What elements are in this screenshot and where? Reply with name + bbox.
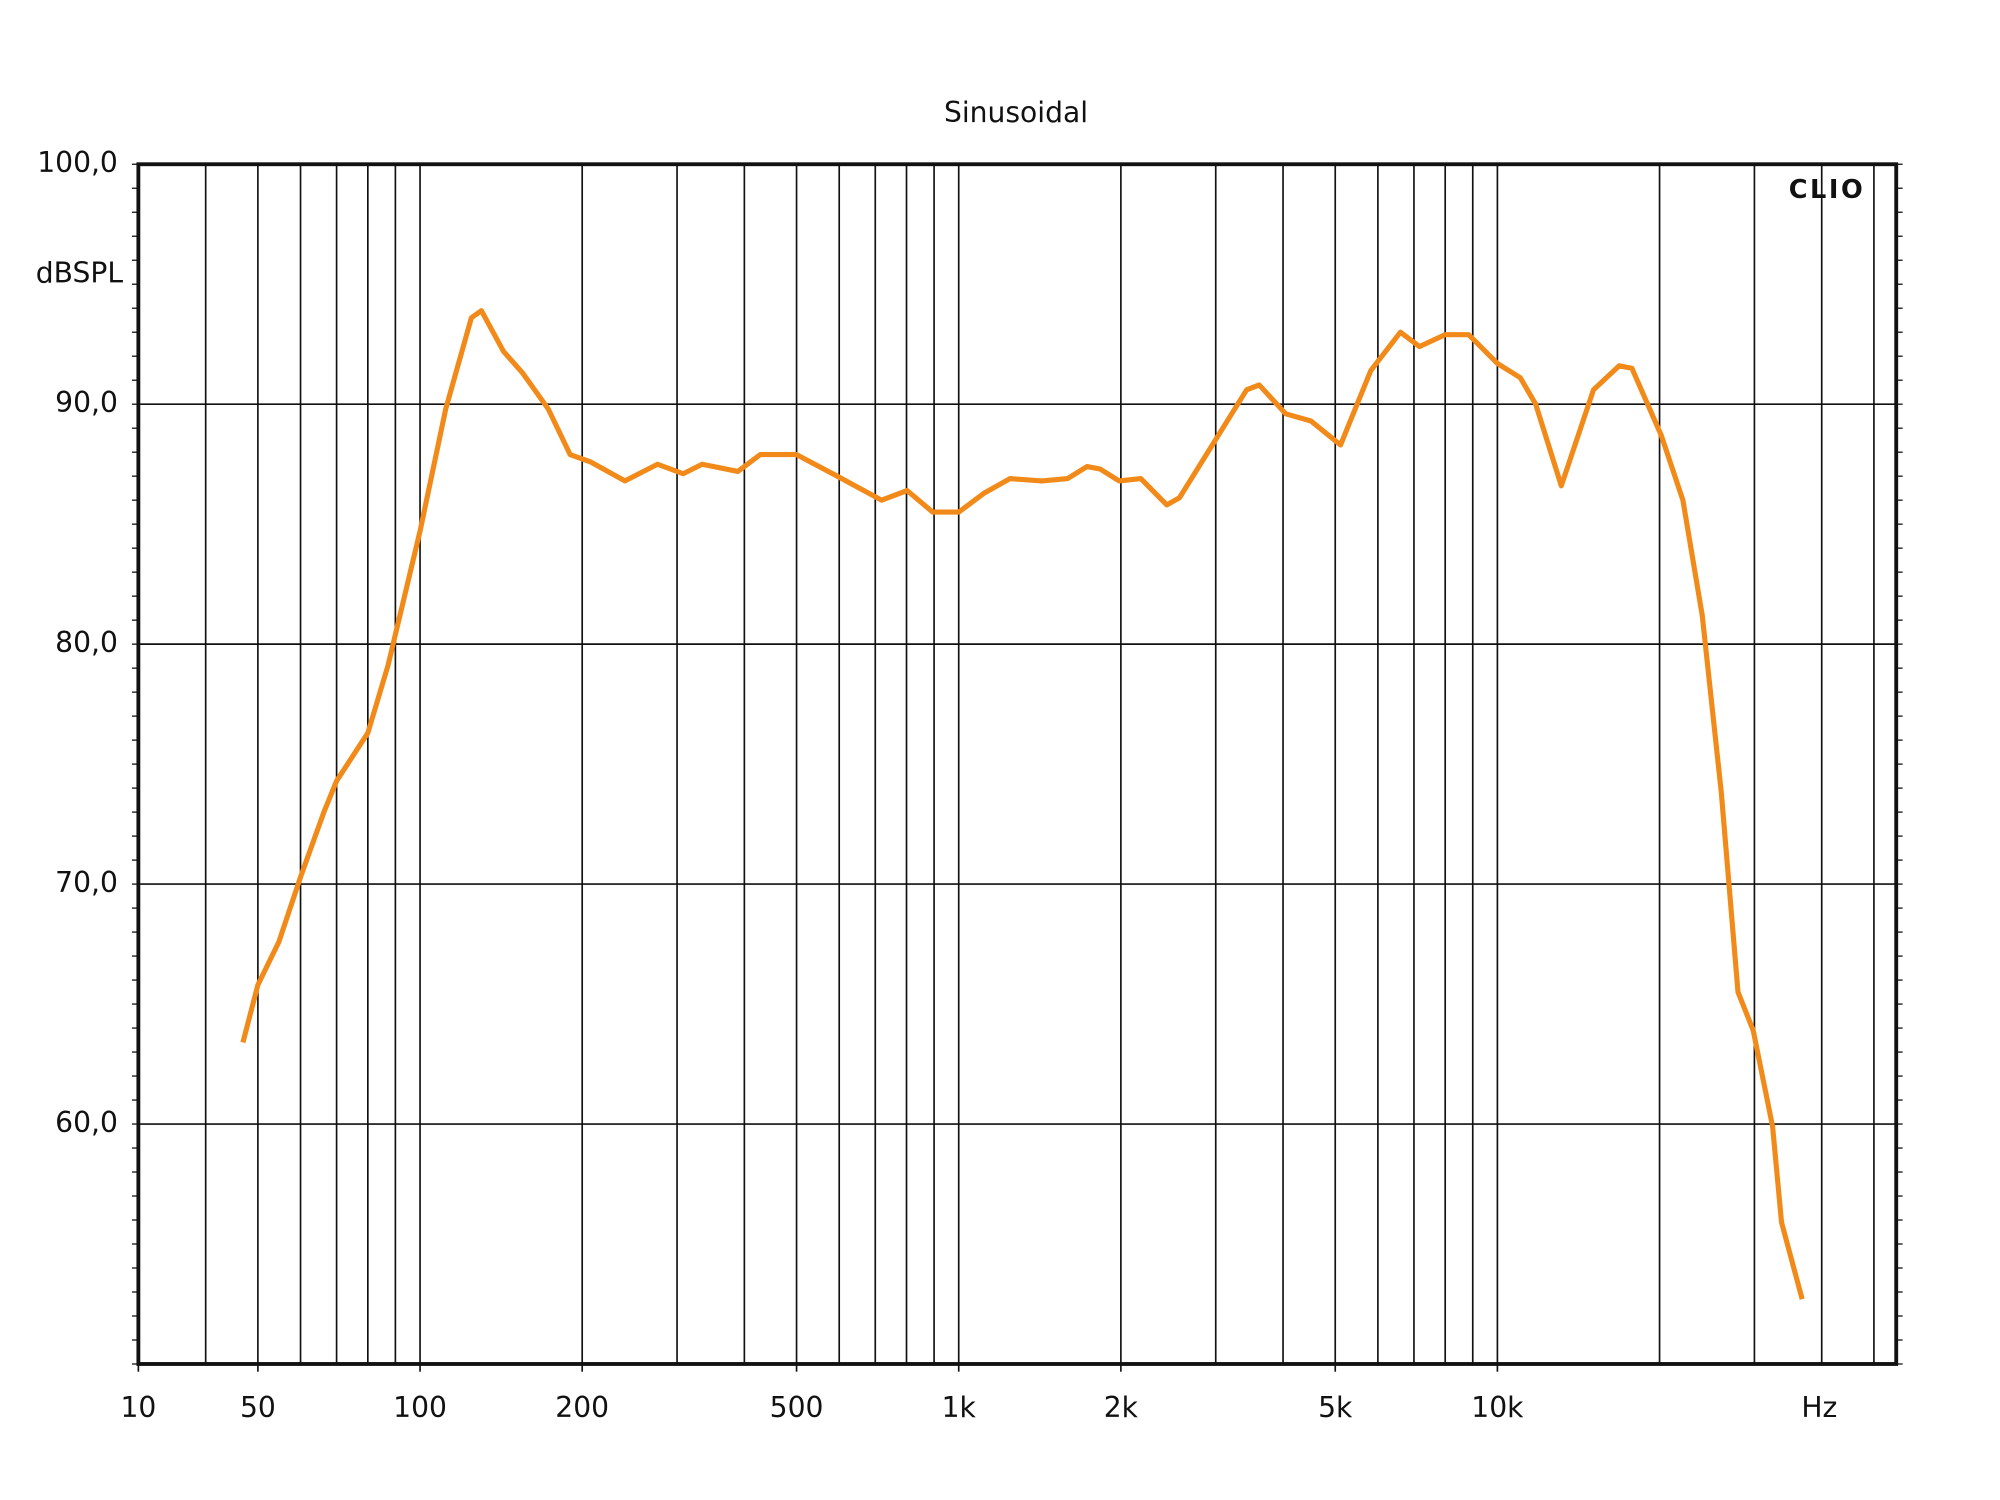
plot-frame [136, 162, 1899, 1366]
x-tick-label: 1k [942, 1391, 977, 1424]
y-tick-label: 80,0 [55, 626, 118, 659]
x-axis-label: Hz [1801, 1391, 1837, 1424]
response-line [240, 308, 1805, 1300]
chart-title: Sinusoidal [944, 96, 1088, 129]
x-tick-label: 200 [555, 1391, 609, 1424]
logo: CLIO [1789, 175, 1866, 205]
x-tick-label: 10k [1471, 1391, 1524, 1424]
x-tick-label: 100 [393, 1391, 447, 1424]
y-axis-label: dBSPL [36, 257, 124, 290]
y-tick-label: 90,0 [55, 386, 118, 419]
y-tick-label: 100,0 [37, 146, 118, 179]
x-tick-label: 5k [1318, 1391, 1353, 1424]
x-tick-label: 50 [240, 1391, 276, 1424]
x-tick-label: 500 [770, 1391, 824, 1424]
x-tick-label: 10 [120, 1391, 156, 1424]
x-tick-label: 2k [1104, 1391, 1139, 1424]
y-tick-label: 60,0 [55, 1106, 118, 1139]
y-tick-label: 70,0 [55, 866, 118, 899]
